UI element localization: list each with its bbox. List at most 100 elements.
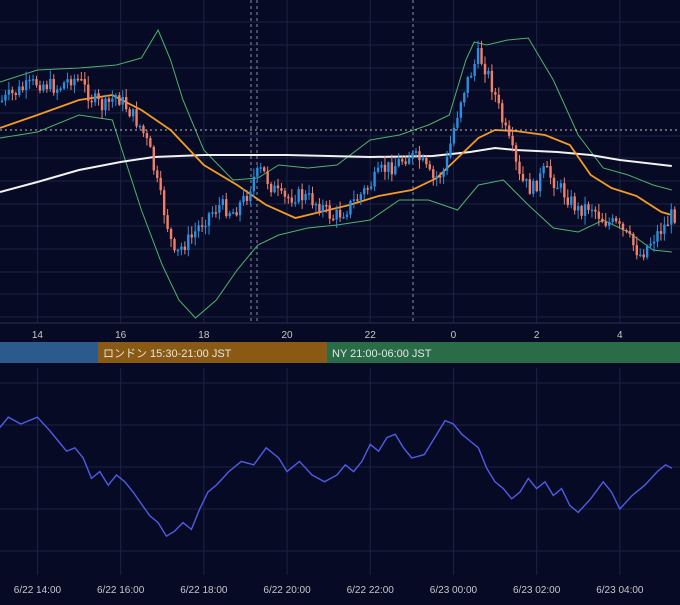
bull-candle [297, 189, 300, 203]
bear-candle [69, 79, 73, 86]
ma-long-line [0, 146, 672, 193]
bull-candle [397, 159, 400, 167]
bear-candle [501, 103, 504, 123]
bull-candle [73, 78, 76, 86]
bear-candle [480, 47, 483, 64]
bull-candle [204, 225, 207, 228]
session-segment [98, 342, 327, 363]
bear-candle [173, 238, 176, 251]
bear-candle [494, 92, 497, 95]
bear-candle [183, 246, 187, 250]
x-tick-label: 4 [617, 330, 623, 341]
bull-candle [442, 170, 445, 177]
bull-candle [369, 186, 373, 189]
bull-candle [249, 191, 252, 201]
bear-candle [283, 190, 287, 197]
bear-candle [235, 212, 238, 216]
bear-candle [528, 179, 532, 194]
bull-candle [314, 203, 318, 206]
bull-candle [352, 199, 356, 201]
bear-candle [604, 221, 607, 226]
bull-candle [194, 231, 197, 238]
session-segment [327, 342, 680, 363]
bull-candle [66, 79, 69, 83]
bear-candle [490, 70, 494, 93]
bull-candle [363, 188, 366, 195]
bear-candle [518, 161, 521, 175]
bull-candle [476, 47, 480, 64]
bear-candle [642, 254, 645, 258]
bear-candle [159, 177, 162, 191]
bear-candle [404, 161, 407, 164]
bear-candle [594, 209, 597, 212]
bear-candle [497, 94, 500, 104]
bear-candle [545, 166, 549, 168]
moving-averages [0, 94, 673, 219]
bear-candle [621, 223, 625, 231]
bear-candle [511, 135, 514, 146]
bear-candle [287, 196, 290, 199]
bear-candle [483, 63, 487, 75]
bull-candle [218, 205, 221, 213]
bear-candle [659, 231, 663, 234]
bear-candle [535, 180, 538, 192]
bear-candle [269, 183, 273, 193]
bear-candle [128, 109, 131, 117]
bear-candle [580, 205, 583, 216]
bear-candle [149, 138, 152, 147]
bear-candle [507, 125, 511, 136]
bull-candle [487, 70, 490, 75]
bull-candle [4, 94, 7, 101]
bull-candle [180, 246, 183, 250]
bull-candle [590, 209, 594, 212]
bull-candle [470, 75, 473, 78]
bull-candle [24, 80, 28, 91]
bull-candle [197, 225, 200, 232]
bull-candle [228, 213, 231, 217]
bear-candle [338, 209, 342, 218]
bear-candle [97, 93, 100, 100]
bull-candle [556, 187, 559, 190]
bull-candle [376, 167, 380, 172]
bear-candle [162, 190, 166, 216]
bull-candle [59, 88, 62, 91]
bull-candle [138, 125, 142, 128]
bear-candle [35, 79, 38, 86]
bull-candle [31, 79, 35, 81]
bull-candle [639, 254, 642, 256]
bear-candle [214, 212, 218, 214]
x-tick-label: 6/23 02:00 [513, 585, 561, 596]
bull-candle [349, 200, 352, 215]
bull-candle [0, 100, 4, 103]
bull-candle [335, 209, 338, 220]
bull-candle [559, 183, 563, 188]
bull-candle [456, 117, 459, 128]
oscillator-panel: 6/22 14:00 6/22 16:00 6/22 18:00 6/22 20:00… [0, 416, 673, 596]
bull-candle [459, 102, 463, 118]
bull-candle [466, 77, 469, 94]
x-tick-label: 0 [451, 330, 457, 341]
bull-candle [176, 249, 180, 252]
bull-candle [411, 152, 414, 159]
bear-candle [632, 233, 635, 246]
bull-candle [187, 234, 190, 250]
bear-candle [521, 174, 525, 181]
bear-candle [266, 171, 269, 184]
bull-candle [576, 205, 580, 211]
bull-candle [394, 166, 397, 175]
bull-candle [18, 86, 21, 96]
bull-candle [49, 78, 52, 90]
bear-candle [383, 164, 387, 172]
bollinger-upper-line [0, 28, 672, 191]
bull-candle [207, 213, 211, 226]
x-tick-label: 14 [32, 330, 44, 341]
bull-candle [345, 214, 349, 217]
bear-candle [563, 183, 566, 198]
bull-candle [656, 231, 659, 242]
session-label: ロンドン 15:30-21:00 JST [103, 348, 232, 360]
bear-candle [514, 145, 518, 162]
bear-candle [11, 89, 14, 94]
bear-candle [190, 234, 193, 238]
bear-candle [45, 84, 49, 90]
bull-candle [121, 97, 124, 105]
